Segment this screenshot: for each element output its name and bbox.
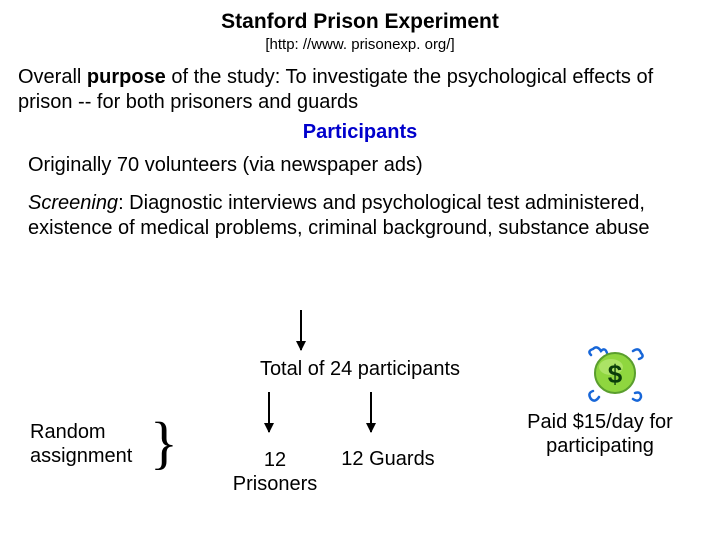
- payment-info: Paid $15/day for participating: [510, 410, 690, 458]
- paid-line2: participating: [546, 435, 654, 457]
- participants-heading: Participants: [0, 121, 720, 144]
- random-line1: Random: [30, 421, 106, 443]
- screening-text: Screening: Diagnostic interviews and psy…: [0, 177, 720, 241]
- guards-group: 12 Guards: [333, 448, 443, 471]
- purpose-prefix: Overall: [18, 66, 87, 88]
- paid-line1: Paid $15/day for: [527, 411, 673, 433]
- svg-text:$: $: [608, 359, 623, 389]
- arrow-down-icon: [300, 310, 302, 350]
- random-line2: assignment: [30, 445, 132, 467]
- arrow-down-icon: [268, 392, 270, 432]
- slide-title: Stanford Prison Experiment: [0, 0, 720, 34]
- prisoners-group: 12 Prisoners: [225, 448, 325, 496]
- purpose-bold: purpose: [87, 66, 166, 88]
- money-icon: $: [585, 343, 645, 403]
- volunteers-text: Originally 70 volunteers (via newspaper …: [0, 144, 720, 177]
- brace-icon: }: [150, 414, 178, 472]
- purpose-text: Overall purpose of the study: To investi…: [0, 53, 720, 115]
- screening-rest: : Diagnostic interviews and psychologica…: [28, 192, 649, 239]
- random-assignment-label: Random assignment: [30, 420, 132, 468]
- prisoners-label: Prisoners: [233, 473, 317, 495]
- arrow-down-icon: [370, 392, 372, 432]
- source-url: [http: //www. prisonexp. org/]: [0, 36, 720, 53]
- prisoners-count: 12: [264, 449, 286, 471]
- screening-label: Screening: [28, 192, 118, 214]
